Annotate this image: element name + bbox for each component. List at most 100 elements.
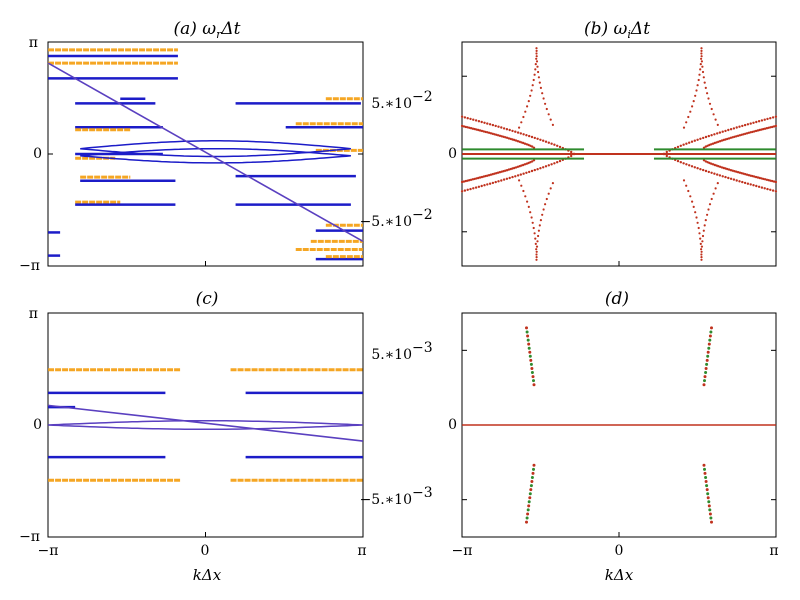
data-point-spike <box>535 250 538 253</box>
data-point-spike <box>691 200 694 203</box>
data-point-branch <box>720 139 724 142</box>
data-point-spike <box>527 100 530 103</box>
data-point-cluster <box>705 362 709 366</box>
data-point-branch <box>707 170 710 174</box>
data-point-cluster <box>710 520 713 524</box>
data-point-branch <box>472 187 475 190</box>
data-point-branch <box>544 165 548 168</box>
data-point-spike <box>703 224 706 227</box>
data-point-spike <box>706 213 709 216</box>
data-point-branch <box>530 135 534 139</box>
data-point-spike <box>551 182 555 185</box>
data-point-branch <box>746 123 750 126</box>
data-point-branch <box>722 166 725 170</box>
data-point-branch <box>767 179 770 182</box>
data-point-spike <box>527 205 530 208</box>
data-point-branch <box>754 175 758 179</box>
data-point-cluster <box>529 358 533 362</box>
data-point-branch <box>483 121 486 125</box>
data-point-spike <box>716 123 719 126</box>
data-point-branch <box>757 120 761 123</box>
data-point-branch <box>726 137 729 141</box>
data-point-spike <box>547 192 550 195</box>
data-point-branch <box>762 127 765 131</box>
data-point-branch <box>509 167 512 171</box>
data-point-branch <box>511 129 514 133</box>
data-point-branch <box>736 171 740 174</box>
data-point-spike <box>526 200 529 203</box>
panel-a: (a) ωrΔt π 0 −π <box>19 19 364 274</box>
data-point-branch <box>519 132 522 135</box>
data-point-branch <box>753 175 756 178</box>
data-point-branch <box>494 180 497 184</box>
data-point-branch <box>774 115 778 118</box>
data-point-spike <box>539 86 543 89</box>
data-point-cluster <box>528 350 532 354</box>
data-point-branch <box>498 134 502 137</box>
data-point-branch <box>743 181 747 185</box>
data-point-branch <box>718 131 722 134</box>
data-point-branch <box>727 176 730 180</box>
data-point-branch <box>460 124 464 128</box>
data-point-spike <box>701 234 705 238</box>
data-point-branch <box>731 169 734 172</box>
data-point-cluster <box>706 354 710 358</box>
data-point-branch <box>769 117 772 120</box>
data-point-branch <box>550 163 553 166</box>
data-point-branch <box>527 143 530 147</box>
data-point-spike <box>542 97 545 100</box>
data-diagonal <box>47 62 364 243</box>
data-point-branch <box>742 172 745 175</box>
data-point-branch <box>486 122 489 125</box>
data-point-branch <box>502 178 506 181</box>
panel-c-xticks: −π 0 π <box>38 543 367 559</box>
data-point-branch <box>754 129 758 133</box>
data-point-branch <box>493 172 496 175</box>
data-point-branch <box>488 123 492 126</box>
data-point-branch <box>519 173 522 176</box>
data-point-branch <box>489 173 493 176</box>
data-point-branch <box>741 180 744 184</box>
data-point-branch <box>735 170 738 173</box>
panel-a-title: (a) ωrΔt <box>173 19 240 41</box>
data-point-branch <box>726 167 729 171</box>
data-point-cluster <box>705 488 709 492</box>
data-point-cluster <box>707 346 711 350</box>
data-point-spike <box>520 121 523 124</box>
data-point-branch <box>505 136 509 139</box>
panel-c-plot-area <box>47 312 364 538</box>
data-point-branch <box>762 177 765 181</box>
data-point-branch <box>724 167 727 170</box>
data-point-branch <box>727 168 731 171</box>
data-point-cluster <box>526 508 530 512</box>
data-point-cluster <box>528 492 532 496</box>
data-point-branch <box>732 127 736 130</box>
data-point-branch <box>722 138 725 142</box>
data-point-spike <box>700 52 703 55</box>
data-point-spike <box>689 195 692 198</box>
data-point-spike <box>700 245 704 248</box>
data-point-branch <box>704 169 708 173</box>
data-point-branch <box>472 118 475 121</box>
data-point-spike <box>535 52 538 55</box>
data-point-cluster <box>704 480 708 483</box>
data-point-branch <box>462 125 466 128</box>
data-point-branch <box>489 132 493 135</box>
data-point-branch <box>699 168 702 171</box>
data-point-branch <box>463 116 467 119</box>
panel-d-ytick-pos: 5.∗10 <box>371 347 412 363</box>
data-point-spike <box>549 118 552 121</box>
data-point-branch <box>685 163 688 166</box>
data-point-branch <box>556 144 559 147</box>
data-point-branch <box>744 173 747 176</box>
data-point-branch <box>500 126 503 129</box>
data-point-cluster <box>708 338 712 342</box>
data-point-branch <box>707 134 710 138</box>
data-point-branch <box>753 130 756 133</box>
data-point-cluster <box>529 362 533 366</box>
data-point-branch <box>752 121 755 125</box>
data-point-spike <box>694 211 697 214</box>
data-point-branch <box>525 134 528 137</box>
data-point-branch <box>469 127 473 130</box>
